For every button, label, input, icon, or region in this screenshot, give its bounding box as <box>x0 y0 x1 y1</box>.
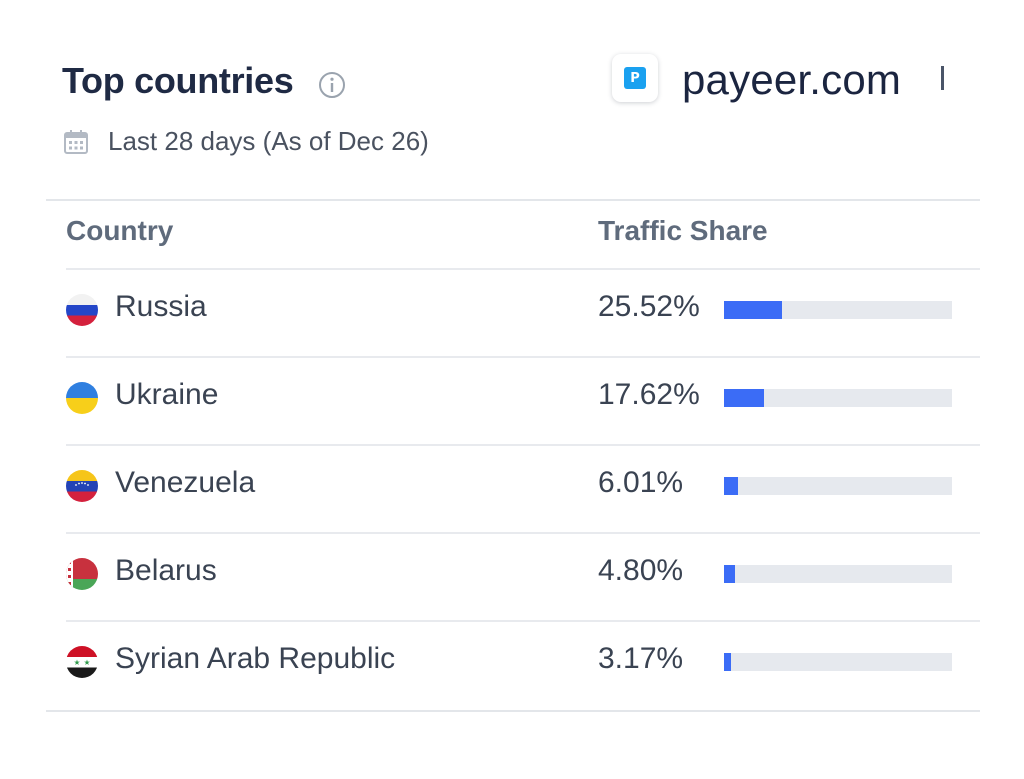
calendar-icon <box>64 129 88 154</box>
table-bottom-divider <box>46 710 980 712</box>
site-name[interactable]: payeer.com <box>682 56 902 103</box>
site-logo-icon: P <box>624 67 646 89</box>
info-icon[interactable] <box>318 71 346 99</box>
page-title: Top countries <box>62 60 294 101</box>
russia-flag-icon <box>66 294 98 326</box>
traffic-share-value: 6.01% <box>598 466 684 499</box>
country-name[interactable]: Venezuela <box>115 466 256 499</box>
venezuela-flag-icon <box>66 470 98 502</box>
country-name[interactable]: Ukraine <box>115 378 219 411</box>
traffic-share-value: 25.52% <box>598 290 700 323</box>
belarus-flag-icon <box>66 558 98 590</box>
traffic-share-bar-fill <box>724 565 735 583</box>
table-row[interactable]: Venezuela 6.01% <box>66 444 980 532</box>
table-row[interactable]: Belarus 4.80% <box>66 532 980 620</box>
table-row[interactable]: Syrian Arab Republic 3.17% <box>66 620 980 708</box>
traffic-share-bar <box>724 565 952 583</box>
date-range: Last 28 days (As of Dec 26) <box>62 126 429 157</box>
traffic-share-bar-fill <box>724 653 732 671</box>
site-favicon: P <box>612 54 658 102</box>
traffic-share-value: 17.62% <box>598 378 700 411</box>
traffic-share-bar <box>724 301 952 319</box>
traffic-share-value: 4.80% <box>598 554 684 587</box>
country-table: Russia 25.52% Ukraine 17.62% Venezuela 6… <box>66 268 980 708</box>
table-row[interactable]: Russia 25.52% <box>66 268 980 356</box>
traffic-share-bar <box>724 389 952 407</box>
ukraine-flag-icon <box>66 382 98 414</box>
country-name[interactable]: Syrian Arab Republic <box>115 642 396 675</box>
date-range-label: Last 28 days (As of Dec 26) <box>108 126 429 156</box>
country-name[interactable]: Russia <box>115 290 207 323</box>
column-header-traffic-share[interactable]: Traffic Share <box>598 215 768 246</box>
traffic-share-bar-fill <box>724 389 765 407</box>
text-cursor <box>941 66 944 90</box>
column-header-country[interactable]: Country <box>66 215 174 246</box>
traffic-share-bar-fill <box>724 477 738 495</box>
syria-flag-icon <box>66 646 98 678</box>
traffic-share-bar <box>724 477 952 495</box>
table-top-divider <box>46 199 980 201</box>
country-name[interactable]: Belarus <box>115 554 217 587</box>
traffic-share-value: 3.17% <box>598 642 684 675</box>
table-row[interactable]: Ukraine 17.62% <box>66 356 980 444</box>
traffic-share-bar-fill <box>724 301 783 319</box>
traffic-share-bar <box>724 653 952 671</box>
